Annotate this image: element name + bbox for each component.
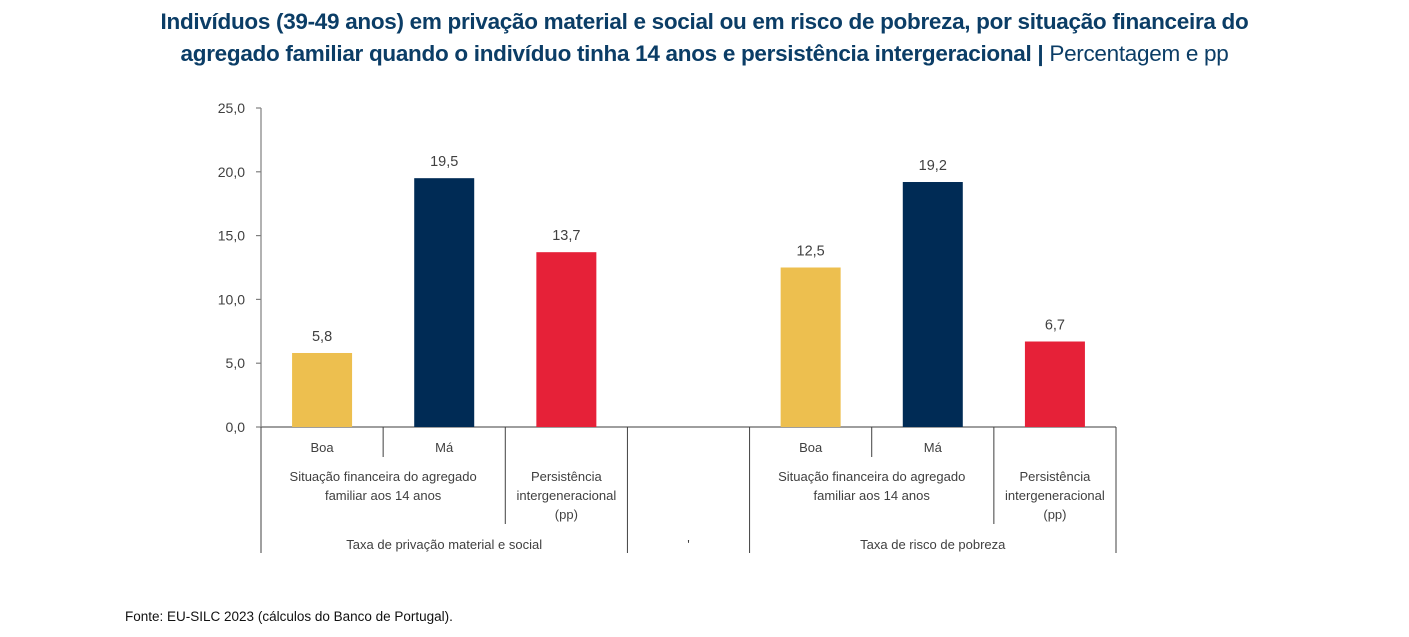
y-tick-label: 25,0	[218, 100, 245, 116]
category-label: Boa	[799, 440, 823, 455]
group-label: '	[687, 537, 689, 552]
group-label: Taxa de privação material e social	[346, 537, 542, 552]
y-tick-label: 20,0	[218, 164, 245, 180]
data-label: 19,5	[430, 154, 458, 170]
category-label: Má	[924, 440, 943, 455]
subgroup-label: Situação financeira do agregado	[290, 469, 477, 484]
subgroup-label: intergeneracional	[1005, 488, 1105, 503]
chart-title-line1: Indivíduos (39-49 anos) em privação mate…	[160, 9, 1249, 34]
source-note: Fonte: EU-SILC 2023 (cálculos do Banco d…	[125, 609, 453, 624]
subgroup-label: intergeneracional	[516, 488, 616, 503]
y-tick-label: 0,0	[226, 419, 246, 435]
category-label: Má	[435, 440, 454, 455]
category-label: Boa	[311, 440, 335, 455]
subgroup-label: Situação financeira do agregado	[778, 469, 965, 484]
y-tick-label: 10,0	[218, 291, 245, 307]
chart-title-line2: agregado familiar quando o indivíduo tin…	[0, 38, 1409, 70]
group-label: Taxa de risco de pobreza	[860, 537, 1006, 552]
subgroup-label: familiar aos 14 anos	[325, 488, 442, 503]
data-label: 19,2	[919, 158, 947, 174]
data-label: 12,5	[797, 244, 825, 260]
subgroup-label: Persistência	[1020, 469, 1092, 484]
y-tick-label: 5,0	[226, 355, 246, 371]
bar	[780, 267, 841, 427]
y-tick-label: 15,0	[218, 228, 245, 244]
data-label: 5,8	[312, 329, 332, 345]
subgroup-label: (pp)	[1043, 507, 1066, 522]
data-label: 13,7	[552, 228, 580, 244]
bar	[536, 252, 597, 427]
chart-title: Indivíduos (39-49 anos) em privação mate…	[0, 6, 1409, 70]
bar	[414, 178, 475, 427]
data-label: 6,7	[1045, 318, 1065, 334]
subgroup-label: (pp)	[555, 507, 578, 522]
bar	[292, 352, 353, 427]
subgroup-label: Persistência	[531, 469, 603, 484]
bar	[1024, 341, 1085, 427]
subgroup-label: familiar aos 14 anos	[814, 488, 931, 503]
chart-title-line2-main: agregado familiar quando o indivíduo tin…	[180, 41, 1032, 66]
chart-unit: Percentagem e pp	[1049, 41, 1229, 66]
bar	[902, 182, 963, 427]
title-separator: |	[1031, 41, 1050, 66]
